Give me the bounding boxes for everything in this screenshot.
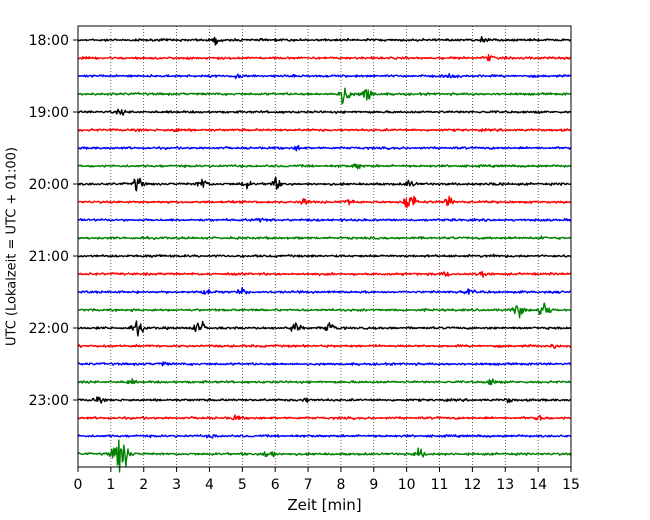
trace-row-4: [77, 108, 572, 116]
x-tick-label-7: 7: [304, 477, 313, 493]
trace-row-21: [77, 414, 572, 421]
trace-row-15: [77, 302, 572, 319]
trace-row-22: [77, 433, 572, 439]
x-tick-label-8: 8: [336, 477, 345, 493]
trace-row-7: [77, 163, 572, 170]
y-tick-label-21:00: 21:00: [29, 249, 69, 265]
trace-row-8: [77, 176, 572, 192]
trace-row-17: [77, 343, 572, 350]
x-tick-label-9: 9: [369, 477, 378, 493]
seismic-traces: [77, 35, 572, 473]
x-tick-label-13: 13: [496, 477, 514, 493]
trace-row-19: [77, 378, 572, 386]
x-tick-label-11: 11: [431, 477, 449, 493]
x-axis-ticks: 0 1 2 3 4 5 6 7 8 9 10 11 12 13 14 15: [74, 467, 580, 493]
trace-row-16: [77, 320, 572, 337]
x-tick-label-10: 10: [398, 477, 416, 493]
trace-row-0: [77, 35, 572, 46]
x-tick-label-15: 15: [562, 477, 580, 493]
trace-row-11: [77, 235, 572, 240]
trace-row-10: [77, 217, 572, 223]
trace-row-1: [77, 54, 572, 62]
x-tick-label-4: 4: [205, 477, 214, 493]
trace-row-20: [77, 396, 572, 404]
x-tick-label-1: 1: [106, 477, 115, 493]
trace-row-2: [77, 73, 572, 80]
y-tick-label-18:00: 18:00: [29, 33, 69, 49]
y-tick-label-23:00: 23:00: [29, 393, 69, 409]
trace-row-13: [77, 270, 572, 278]
trace-row-9: [77, 195, 572, 209]
y-axis-title: UTC (Lokalzeit = UTC + 01:00): [5, 147, 20, 346]
y-tick-label-19:00: 19:00: [29, 105, 69, 121]
x-tick-label-3: 3: [172, 477, 181, 493]
trace-row-12: [77, 253, 572, 258]
x-tick-label-14: 14: [529, 477, 547, 493]
x-tick-label-6: 6: [271, 477, 280, 493]
y-tick-label-20:00: 20:00: [29, 177, 69, 193]
plot-frame: [77, 25, 572, 468]
trace-row-6: [77, 144, 572, 152]
trace-row-3: [77, 87, 572, 105]
y-axis-ticks: 18:00 19:00 20:00 21:00 22:00 23:00: [29, 33, 78, 409]
trace-row-23: [77, 439, 572, 473]
x-tick-label-0: 0: [74, 477, 83, 493]
y-tick-label-22:00: 22:00: [29, 321, 69, 337]
x-axis-title: Zeit [min]: [287, 496, 361, 514]
x-tick-label-5: 5: [238, 477, 247, 493]
x-tick-label-2: 2: [139, 477, 148, 493]
trace-row-18: [77, 361, 572, 367]
trace-row-5: [78, 127, 572, 133]
trace-row-14: [77, 287, 572, 295]
x-tick-label-12: 12: [463, 477, 481, 493]
